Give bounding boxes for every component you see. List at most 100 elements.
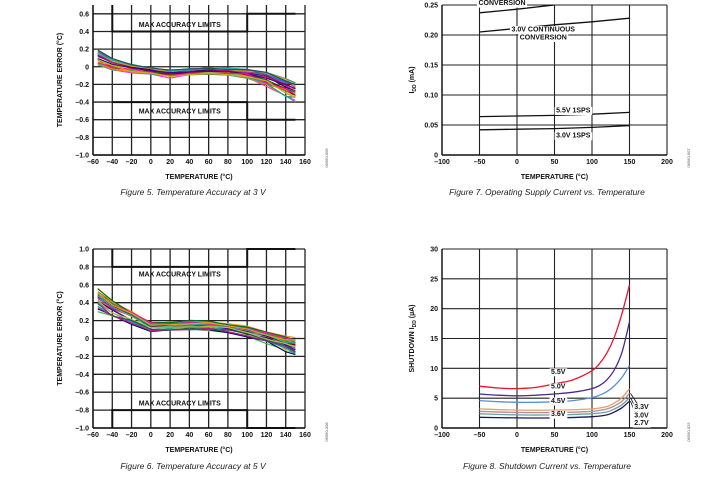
y-tick-label: 0: [434, 426, 438, 433]
series-label: 3.0V 1SPS: [556, 133, 591, 140]
y-tick-label: 0: [434, 153, 438, 160]
y-tick-label: –1.0: [75, 426, 89, 433]
y-tick-label: 0.4: [79, 300, 89, 307]
x-tick-label: 0: [149, 432, 153, 439]
x-tick-label: –50: [474, 159, 486, 166]
x-tick-label: –40: [106, 159, 118, 166]
lower-limit-line: [112, 101, 296, 121]
y-tick-label: 0.8: [79, 264, 89, 271]
series-label: CONVERSION: [478, 0, 525, 7]
x-tick-label: 50: [551, 432, 559, 439]
y-tick-label: –0.8: [75, 135, 89, 142]
y-tick-label: –0.8: [75, 408, 89, 415]
label-backdrop: [476, 0, 528, 8]
label-backdrop: [549, 397, 568, 406]
limit-annotation: MAX ACCURACY LIMITS: [139, 22, 221, 29]
y-tick-label: –0.4: [75, 372, 89, 379]
y-tick-label: 0.6: [79, 282, 89, 289]
x-tick-label: 0: [515, 159, 519, 166]
y-tick-label: 0.2: [79, 318, 89, 325]
x-tick-label: 200: [661, 432, 673, 439]
x-tick-label: 150: [624, 159, 636, 166]
series-label: 5.5V 1SPS: [556, 108, 591, 115]
x-tick-label: –100: [434, 159, 450, 166]
y-tick-label: 1.0: [79, 247, 89, 254]
x-tick-label: 0: [149, 159, 153, 166]
label-backdrop: [632, 403, 651, 412]
y-tick-label: –0.6: [75, 390, 89, 397]
data-line: [97, 300, 296, 348]
data-series-group: [479, 284, 631, 419]
figure-7-supply-current: –100 –50 0 50 100 150 200 0 0.05 0.10 0.15 0.20 0.25…: [409, 0, 691, 197]
x-tick-label: –40: [106, 432, 118, 439]
y-tick-label: 15: [430, 336, 438, 343]
data-line: [97, 292, 296, 341]
series-label: 3.0V: [634, 412, 649, 419]
y-tick-label: 0: [85, 64, 89, 71]
y-tick-label: –0.6: [75, 117, 89, 124]
x-tick-label: 100: [586, 159, 598, 166]
label-backdrop: [549, 368, 568, 377]
figure-code: 06560-007: [686, 148, 691, 168]
y-axis-label-main: SHUTDOWN I: [409, 327, 416, 372]
label-backdrop: [632, 411, 651, 420]
y-axis-label: IDD (mA): [409, 66, 418, 93]
y-axis-label-main: I: [409, 92, 416, 94]
x-tick-label: 20: [166, 159, 174, 166]
series-label: 5.5V: [551, 369, 566, 376]
data-line: [97, 292, 296, 341]
x-tick-label: 160: [299, 432, 311, 439]
x-tick-label: 100: [241, 159, 253, 166]
x-tick-label: –100: [434, 432, 450, 439]
y-axis-label-sub: DD: [412, 320, 418, 328]
x-tick-label: 160: [299, 159, 311, 166]
y-axis-label-unit: (µA): [409, 304, 416, 320]
data-line: [97, 57, 296, 90]
y-tick-label: 0.15: [424, 63, 438, 70]
data-line: [97, 61, 296, 99]
y-tick-label: –0.4: [75, 100, 89, 107]
x-tick-label: –20: [126, 432, 138, 439]
x-tick-label: 40: [185, 159, 193, 166]
y-tick-label: –0.2: [75, 354, 89, 361]
data-line: [97, 49, 296, 85]
x-tick-label: 60: [205, 432, 213, 439]
figure-5-temperature-accuracy-3v: –60 –40 –20 0 20 40 60 80 100 120 140 160 –1.0 –0.8 –0…: [56, 5, 329, 197]
series-line: [479, 388, 631, 411]
label-backdrop: [518, 34, 569, 42]
y-tick-label: 25: [430, 276, 438, 283]
series-line: [479, 124, 630, 131]
x-tick-label: 40: [185, 432, 193, 439]
y-tick-label: 0.20: [424, 33, 438, 40]
label-backdrop: [554, 132, 593, 141]
y-axis-label-unit: (mA): [409, 66, 416, 84]
x-tick-label: 20: [166, 432, 174, 439]
y-axis-label: TEMPERATURE ERROR (°C): [56, 291, 64, 385]
y-tick-label: 20: [430, 306, 438, 313]
x-tick-label: 80: [224, 432, 232, 439]
x-tick-label: 140: [280, 432, 292, 439]
upper-limit-line: [111, 5, 296, 33]
data-series-group: [479, 5, 630, 131]
series-label: 4.5V: [551, 398, 566, 405]
lower-limit-line: [111, 409, 296, 429]
series-label: 3.6V: [551, 411, 566, 418]
y-tick-label: 0.25: [424, 3, 438, 10]
upper-limit-line: [111, 248, 296, 268]
y-tick-label: 5: [434, 396, 438, 403]
y-axis-label-sub: DD: [412, 84, 418, 92]
y-axis-label: TEMPERATURE ERROR (°C): [56, 33, 64, 127]
figure-caption: Figure 6. Temperature Accuracy at 5 V: [120, 461, 267, 471]
x-tick-label: –60: [87, 159, 99, 166]
label-backdrop: [632, 419, 651, 428]
y-axis-label: SHUTDOWN IDD (µA): [409, 304, 418, 372]
label-backdrop: [510, 26, 577, 34]
label-backdrop: [549, 383, 568, 392]
series-line: [479, 5, 561, 14]
x-tick-label: 150: [624, 432, 636, 439]
x-tick-label: –60: [87, 432, 99, 439]
y-tick-label: 0.05: [424, 123, 438, 130]
limit-annotation: MAX ACCURACY LIMITS: [139, 400, 221, 407]
figure-code: 06560-025: [686, 422, 691, 442]
figure-caption: Figure 5. Temperature Accuracy at 3 V: [120, 187, 267, 197]
